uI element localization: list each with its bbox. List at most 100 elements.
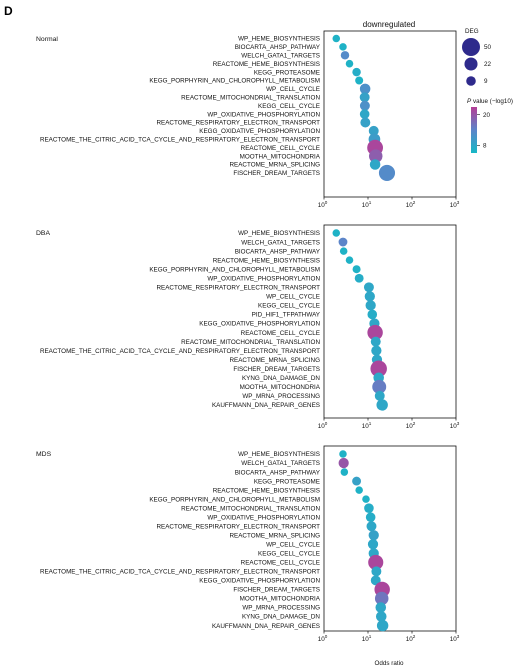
data-point [360, 117, 371, 128]
data-point [355, 486, 363, 494]
term-label: REACTOME_RESPIRATORY_ELECTRON_TRANSPORT [156, 285, 320, 292]
term-label: FISCHER_DREAM_TARGETS [233, 170, 320, 177]
data-point [368, 530, 379, 541]
data-point [332, 34, 341, 43]
panel-letter: D [4, 4, 13, 18]
x-tick-label: 100 [318, 634, 328, 643]
data-point [339, 247, 348, 255]
term-label: KEGG_PROTEASOME [254, 69, 320, 76]
data-point [339, 43, 347, 51]
term-label: BIOCARTA_AHSP_PATHWAY [235, 44, 321, 51]
data-point [378, 164, 396, 181]
color-legend-title: P value (−log10) [467, 98, 513, 105]
size-legend-dot [464, 57, 478, 71]
term-label: REACTOME_RESPIRATORY_ELECTRON_TRANSPORT [156, 523, 320, 530]
term-label: FISCHER_DREAM_TARGETS [233, 366, 320, 373]
term-label: MOOTHA_MITOCHONDRIA [240, 596, 321, 603]
term-label: WP_MRNA_PROCESSING [242, 393, 320, 400]
color-legend-label: 20 [483, 112, 491, 119]
data-point [354, 273, 364, 283]
data-point [340, 468, 349, 476]
data-point [363, 282, 374, 293]
data-point [352, 67, 361, 77]
x-tick-label: 103 [450, 421, 460, 430]
data-point [364, 503, 374, 513]
x-tick-label: 101 [362, 421, 372, 430]
data-point [338, 457, 349, 469]
panels-layer: Normal 100 101 102 103 WP_HEME_BIOSYNTHESIS BI… [36, 30, 460, 643]
term-label: WP_CELL_CYCLE [266, 294, 320, 301]
term-label: KYNG_DNA_DAMAGE_DN [242, 614, 320, 621]
term-label: REACTOME_HEME_BIOSYNTHESIS [213, 487, 320, 494]
x-axis-label: Odds ratio [374, 660, 404, 667]
term-label: KEGG_OXIDATIVE_PHOSPHORYLATION [199, 321, 320, 328]
term-label: REACTOME_CELL_CYCLE [241, 560, 320, 567]
data-point [368, 554, 384, 570]
size-legend-label: 9 [484, 78, 488, 85]
data-point [352, 476, 362, 486]
x-tick-label: 102 [406, 634, 416, 643]
data-point [352, 265, 361, 274]
size-legend-label: 50 [484, 44, 492, 51]
term-label: WP_MRNA_PROCESSING [242, 605, 320, 612]
plot-frame [323, 445, 457, 632]
panel-name: DBA [36, 230, 50, 237]
term-label: REACTOME_MITOCHONDRIAL_TRANSLATION [181, 95, 320, 102]
term-label: BIOCARTA_AHSP_PATHWAY [235, 248, 321, 255]
term-label: KEGG_OXIDATIVE_PHOSPHORYLATION [199, 578, 320, 585]
term-label: KEGG_PORPHYRIN_AND_CHLOROPHYLL_METABOLIS… [149, 78, 320, 85]
term-label: KAUFFMANN_DNA_REPAIR_GENES [212, 402, 320, 409]
legend: DEG 50 22 9 P value (−log10) 20 8 [462, 28, 513, 153]
data-point [359, 100, 370, 111]
data-point [370, 360, 387, 377]
term-label: KEGG_CELL_CYCLE [258, 303, 320, 310]
data-point [369, 159, 381, 170]
term-label: REACTOME_MRNA_SPLICING [229, 357, 320, 364]
data-point [371, 566, 382, 577]
term-label: REACTOME_HEME_BIOSYNTHESIS [213, 61, 320, 68]
data-point [364, 291, 375, 302]
term-label: REACTOME_CELL_CYCLE [241, 145, 320, 152]
data-point [359, 92, 370, 103]
data-point [375, 611, 387, 622]
x-tick-label: 102 [406, 200, 416, 209]
term-label: MOOTHA_MITOCHONDRIA [240, 153, 321, 160]
data-point [359, 83, 371, 95]
size-legend-label: 22 [484, 61, 492, 68]
data-point [368, 125, 379, 136]
data-point [370, 336, 381, 347]
term-label: KAUFFMANN_DNA_REPAIR_GENES [212, 623, 320, 630]
term-label: KEGG_CELL_CYCLE [258, 551, 320, 558]
term-label: WP_OXIDATIVE_PHOSPHORYLATION [207, 514, 320, 521]
x-tick-label: 101 [362, 634, 372, 643]
term-label: WP_HEME_BIOSYNTHESIS [238, 451, 320, 458]
term-label: REACTOME_THE_CITRIC_ACID_TCA_CYCLE_AND_R… [40, 569, 320, 576]
panel-name: Normal [36, 36, 58, 43]
term-label: WP_CELL_CYCLE [266, 542, 320, 549]
term-label: WP_HEME_BIOSYNTHESIS [238, 230, 320, 237]
plot-frame [323, 224, 457, 419]
data-point [376, 399, 388, 411]
x-tick-label: 102 [406, 421, 416, 430]
chart-title: downregulated [363, 20, 415, 29]
x-tick-label: 103 [450, 634, 460, 643]
term-label: REACTOME_THE_CITRIC_ACID_TCA_CYCLE_AND_R… [40, 137, 320, 144]
data-point [355, 76, 364, 85]
x-tick-label: 101 [362, 200, 372, 209]
term-label: KYNG_DNA_DAMAGE_DN [242, 375, 320, 382]
data-point [359, 109, 370, 119]
x-tick-label: 103 [450, 200, 460, 209]
term-label: KEGG_OXIDATIVE_PHOSPHORYLATION [199, 128, 320, 135]
data-point [338, 237, 348, 247]
term-label: REACTOME_THE_CITRIC_ACID_TCA_CYCLE_AND_R… [40, 348, 320, 355]
term-label: WP_OXIDATIVE_PHOSPHORYLATION [207, 111, 320, 118]
term-label: REACTOME_HEME_BIOSYNTHESIS [213, 257, 320, 264]
term-label: REACTOME_MRNA_SPLICING [229, 162, 320, 169]
data-point [339, 450, 347, 458]
term-label: REACTOME_RESPIRATORY_ELECTRON_TRANSPORT [156, 120, 320, 127]
x-tick-label: 100 [318, 421, 328, 430]
data-point [345, 59, 354, 68]
data-point [367, 324, 383, 341]
term-label: KEGG_PORPHYRIN_AND_CHLOROPHYLL_METABOLIS… [149, 496, 320, 503]
